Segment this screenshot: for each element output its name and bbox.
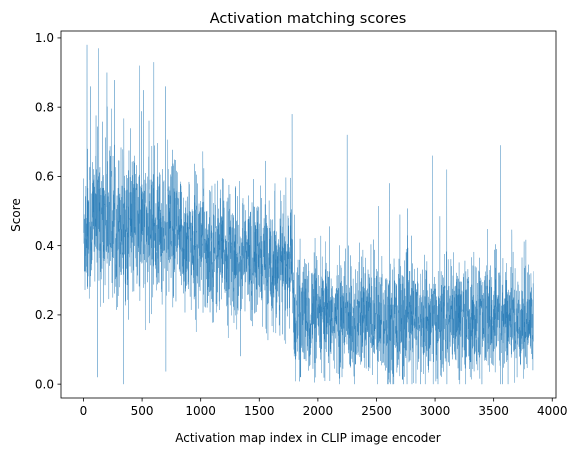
y-axis-ticks: 0.0 0.2 0.4 0.6 0.8 1.0 xyxy=(35,31,61,391)
x-tick-label: 0 xyxy=(80,404,88,418)
y-tick-label: 1.0 xyxy=(35,31,54,45)
x-tick-label: 3000 xyxy=(420,404,451,418)
series-line-segment xyxy=(233,160,272,357)
x-axis-label: Activation map index in CLIP image encod… xyxy=(175,431,441,445)
series-line-segment xyxy=(420,155,459,385)
y-tick-label: 0.4 xyxy=(35,239,54,253)
series-line-segment xyxy=(158,86,197,372)
x-tick-label: 2500 xyxy=(361,404,392,418)
y-tick-label: 0.6 xyxy=(35,170,54,184)
x-tick-label: 500 xyxy=(131,404,154,418)
y-tick-label: 0.0 xyxy=(35,377,54,391)
y-tick-label: 0.8 xyxy=(35,100,54,114)
x-axis-ticks: 0 500 1000 1500 2000 2500 3000 3500 4000 xyxy=(80,398,568,418)
series-line-segment xyxy=(195,151,234,339)
series-line-segment xyxy=(345,134,384,385)
series-line-segment xyxy=(458,228,497,385)
series-line-segment xyxy=(308,226,347,385)
series-line-segment xyxy=(383,183,422,385)
series-line-segment xyxy=(120,61,159,385)
x-tick-label: 4000 xyxy=(537,404,568,418)
series-line-segment xyxy=(83,44,122,378)
chart-title: Activation matching scores xyxy=(210,11,407,27)
series-line-segment xyxy=(270,113,309,382)
y-tick-label: 0.2 xyxy=(35,308,54,322)
x-tick-label: 1500 xyxy=(244,404,275,418)
y-axis-label: Score xyxy=(9,198,23,232)
series-layer xyxy=(83,44,534,385)
x-tick-label: 1000 xyxy=(185,404,216,418)
x-tick-label: 3500 xyxy=(478,404,509,418)
series-line-segment xyxy=(495,145,534,385)
plot-frame xyxy=(60,30,557,399)
x-tick-label: 2000 xyxy=(303,404,334,418)
